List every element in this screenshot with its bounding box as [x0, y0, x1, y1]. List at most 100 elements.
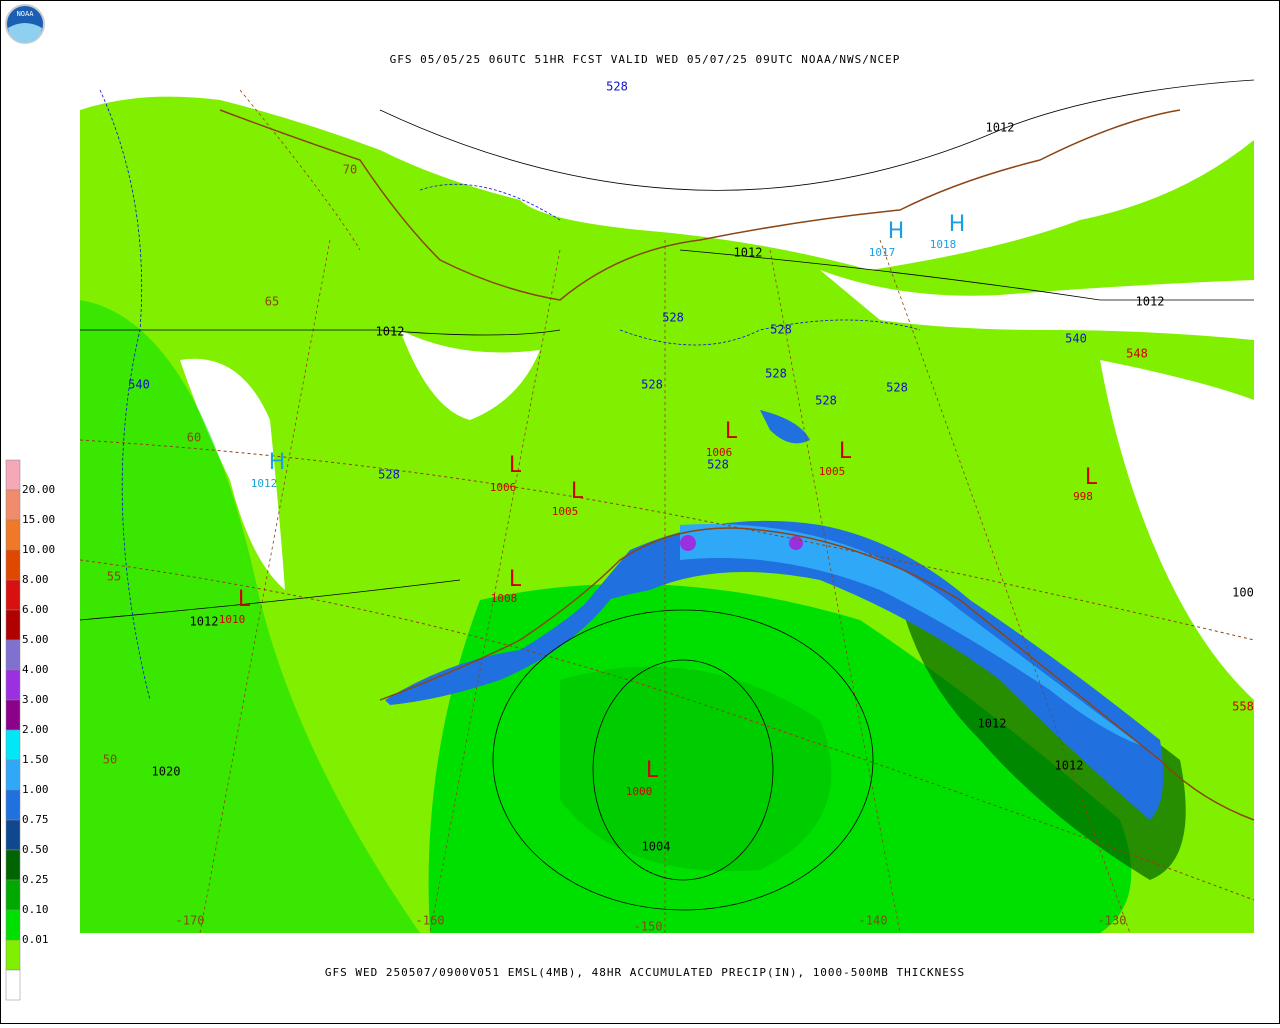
legend-swatch: [5, 549, 21, 581]
legend-label: 0.25: [22, 873, 49, 886]
high-value: 1018: [930, 238, 957, 251]
low-value: 1005: [552, 505, 579, 518]
legend-swatch: [5, 939, 21, 971]
legend-label: 0.10: [22, 903, 49, 916]
legend-label: 15.00: [22, 513, 55, 526]
low-value: 1006: [490, 481, 517, 494]
legend-swatch: [5, 879, 21, 911]
legend-swatch: [5, 459, 21, 491]
isobar-label: 100: [1232, 586, 1254, 600]
noaa-logo: NOAA: [5, 4, 45, 44]
thickness-label: 528: [606, 80, 628, 94]
title: GFS 05/05/25 06UTC 51HR FCST VALID WED 0…: [390, 53, 901, 66]
high-value: 1012: [251, 477, 278, 490]
latitude-label: 50: [103, 753, 117, 767]
legend-label: 4.00: [22, 663, 49, 676]
legend-swatch: [5, 609, 21, 641]
legend-label: 8.00: [22, 573, 49, 586]
logo-text: NOAA: [17, 10, 35, 18]
legend-swatch: [5, 729, 21, 761]
thickness-label: 528: [707, 458, 729, 472]
legend-label: 6.00: [22, 603, 49, 616]
footer: GFS WED 250507/0900V051 EMSL(4MB), 48HR …: [325, 966, 965, 979]
legend-label: 0.50: [22, 843, 49, 856]
legend-label: 1.50: [22, 753, 49, 766]
isobar-label: 1012: [986, 121, 1015, 135]
low-symbol: L: [839, 439, 852, 464]
high-symbol: H: [269, 450, 286, 475]
thickness-label: 558: [1232, 700, 1254, 714]
low-value: 1006: [706, 446, 733, 459]
isobar-label: 1020: [152, 765, 181, 779]
legend-label: 10.00: [22, 543, 55, 556]
isobar-label: 1012: [1136, 295, 1165, 309]
isobar-labels: 1012 1012 1012 1012 1012 1020 1012 1012 …: [152, 121, 1254, 854]
high-symbol: H: [949, 212, 966, 237]
low-symbol: L: [1085, 465, 1098, 490]
isobar-label: 1012: [190, 615, 219, 629]
legend-swatch: [5, 639, 21, 671]
legend-swatch: [5, 579, 21, 611]
highs: H 1012 H 1017 H 1018: [251, 212, 966, 490]
thickness-label: 528: [765, 367, 787, 381]
low-symbol: L: [509, 567, 522, 592]
thickness-label: 528: [378, 468, 400, 482]
longitude-label: -170: [176, 914, 205, 928]
low-value: 998: [1073, 490, 1093, 503]
thickness-labels: 528 528 528 528 528 528 528 528 528 540 …: [128, 80, 1254, 714]
longitude-label: -160: [416, 914, 445, 928]
thickness-label: 540: [1065, 332, 1087, 346]
low-symbol: L: [725, 419, 738, 444]
isobar-label: 1012: [1055, 759, 1084, 773]
low-value: 1005: [819, 465, 846, 478]
isobar-label: 1012: [734, 246, 763, 260]
legend-swatch: [5, 759, 21, 791]
longitude-labels: -170 -160 -150 -140 -130: [176, 914, 1127, 934]
legend-swatch: [5, 849, 21, 881]
latitude-label: 70: [343, 163, 357, 177]
legend-swatch: [5, 969, 21, 1001]
legend-swatch: [5, 669, 21, 701]
longitude-label: -150: [634, 920, 663, 934]
legend-label: 5.00: [22, 633, 49, 646]
high-symbol: H: [888, 219, 905, 244]
latitude-label: 65: [265, 295, 279, 309]
thickness-label: 528: [886, 381, 908, 395]
legend-label: 1.00: [22, 783, 49, 796]
isobar-label: 1012: [978, 717, 1007, 731]
low-value: 1008: [491, 592, 518, 605]
low-symbol: L: [571, 479, 584, 504]
lows: L 1006 L 1005 L 1006 L 1005 L 1008 L 101…: [219, 419, 1098, 798]
thickness-label: 548: [1126, 347, 1148, 361]
legend-label: 2.00: [22, 723, 49, 736]
legend: 20.00 15.00 10.00 8.00 6.00 5.00 4.00 3.00 2.00 1…: [5, 459, 55, 1001]
legend-label: 0.75: [22, 813, 49, 826]
thickness-label: 528: [770, 323, 792, 337]
latitude-labels: 70 65 60 55 50: [103, 163, 357, 767]
legend-label: 20.00: [22, 483, 55, 496]
low-value: 1010: [219, 613, 246, 626]
map: [79, 76, 1255, 934]
legend-label: 3.00: [22, 693, 49, 706]
thickness-label: 528: [815, 394, 837, 408]
low-symbol: L: [509, 453, 522, 478]
legend-swatch: [5, 819, 21, 851]
isobar-label: 1004: [642, 840, 671, 854]
low-symbol: L: [238, 587, 251, 612]
latitude-label: 60: [187, 431, 201, 445]
thickness-label: 528: [641, 378, 663, 392]
latitude-label: 55: [107, 570, 121, 584]
legend-swatch: [5, 699, 21, 731]
isobar-label: 1012: [376, 325, 405, 339]
thickness-label: 540: [128, 378, 150, 392]
thickness-label: 528: [662, 311, 684, 325]
high-value: 1017: [869, 246, 896, 259]
legend-swatch: [5, 909, 21, 941]
legend-swatch: [5, 789, 21, 821]
low-value: 1000: [626, 785, 653, 798]
legend-label: 0.01: [22, 933, 49, 946]
low-symbol: L: [646, 758, 659, 783]
longitude-label: -140: [859, 914, 888, 928]
legend-swatch: [5, 519, 21, 551]
